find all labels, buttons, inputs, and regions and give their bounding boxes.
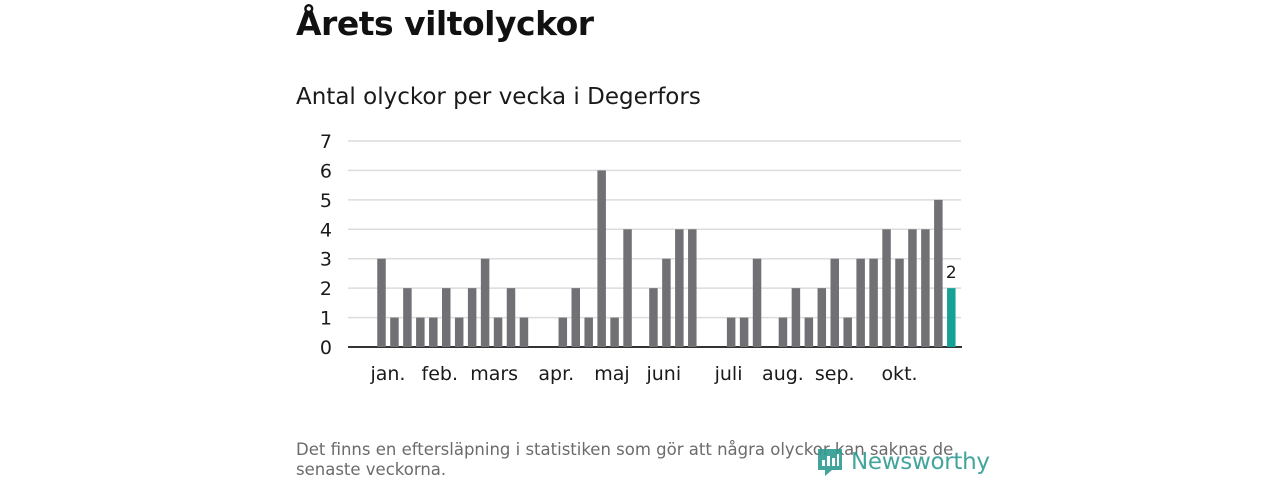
bar (856, 258, 865, 347)
bar (390, 317, 399, 347)
bar (882, 229, 891, 347)
bar (895, 258, 904, 347)
x-tick-label: juni (645, 363, 681, 385)
bar (416, 317, 425, 347)
bar (442, 288, 451, 347)
bar (493, 317, 503, 347)
bar (726, 317, 736, 347)
x-tick-label: maj (594, 363, 629, 385)
page-title: Årets viltolyckor (296, 4, 594, 43)
bar (662, 258, 671, 347)
bar (804, 317, 814, 347)
chart-subtitle: Antal olyckor per vecka i Degerfors (296, 84, 701, 110)
bar (377, 258, 386, 347)
bars: 2 (377, 170, 957, 347)
bar (467, 288, 477, 347)
bar (610, 317, 619, 347)
bar (403, 288, 412, 347)
bar (649, 288, 658, 347)
bar (791, 288, 801, 347)
x-tick-label: apr. (538, 363, 574, 385)
newsworthy-logo-text: Newsworthy (851, 449, 990, 475)
y-tick-label: 4 (320, 219, 332, 241)
bar (908, 229, 917, 347)
bar (571, 288, 580, 347)
bar (480, 258, 490, 347)
bar (752, 258, 762, 347)
y-tick-label: 1 (320, 308, 332, 330)
chart-card: Årets viltolyckor Antal olyckor per veck… (296, 0, 990, 480)
bar (519, 317, 529, 347)
bar (688, 229, 697, 347)
y-axis-ticks: 0 1 2 3 4 5 6 7 (320, 131, 332, 359)
bar-chart: 0 1 2 3 4 5 6 7 2 jan. feb. mars apr. maj juni juli au… (320, 131, 962, 385)
bar (843, 317, 852, 347)
bar (830, 258, 839, 347)
bar (454, 317, 464, 347)
x-tick-label: sep. (815, 363, 855, 385)
bar (429, 317, 438, 347)
y-tick-label: 3 (320, 249, 332, 271)
bar-highlight (947, 288, 956, 347)
x-axis-month-labels: jan. feb. mars apr. maj juni juli aug. sep. okt. (369, 363, 917, 385)
x-tick-label: aug. (762, 363, 804, 385)
bar (934, 199, 943, 347)
bar (506, 288, 516, 347)
x-tick-label: mars (470, 363, 518, 385)
footnote: Det finns en eftersläpning i statistiken… (296, 440, 954, 479)
highlight-bar-label: 2 (946, 263, 957, 283)
x-tick-label: feb. (422, 363, 458, 385)
newsworthy-logo: Newsworthy (815, 446, 990, 478)
bar (869, 258, 878, 347)
newsworthy-logo-icon (818, 449, 842, 476)
x-tick-label: juli (714, 363, 743, 385)
x-tick-label: okt. (881, 363, 917, 385)
y-tick-label: 6 (320, 160, 332, 182)
bar (558, 317, 568, 347)
y-tick-label: 0 (320, 337, 332, 359)
bar (921, 229, 930, 347)
x-tick-label: jan. (369, 363, 405, 385)
bar (623, 229, 632, 347)
bar (584, 317, 593, 347)
y-tick-label: 7 (320, 131, 332, 153)
y-tick-label: 2 (320, 278, 332, 300)
bar (739, 317, 749, 347)
bar (817, 288, 827, 347)
bar (778, 317, 788, 347)
bar (675, 229, 684, 347)
y-tick-label: 5 (320, 190, 332, 212)
bar (597, 170, 606, 347)
